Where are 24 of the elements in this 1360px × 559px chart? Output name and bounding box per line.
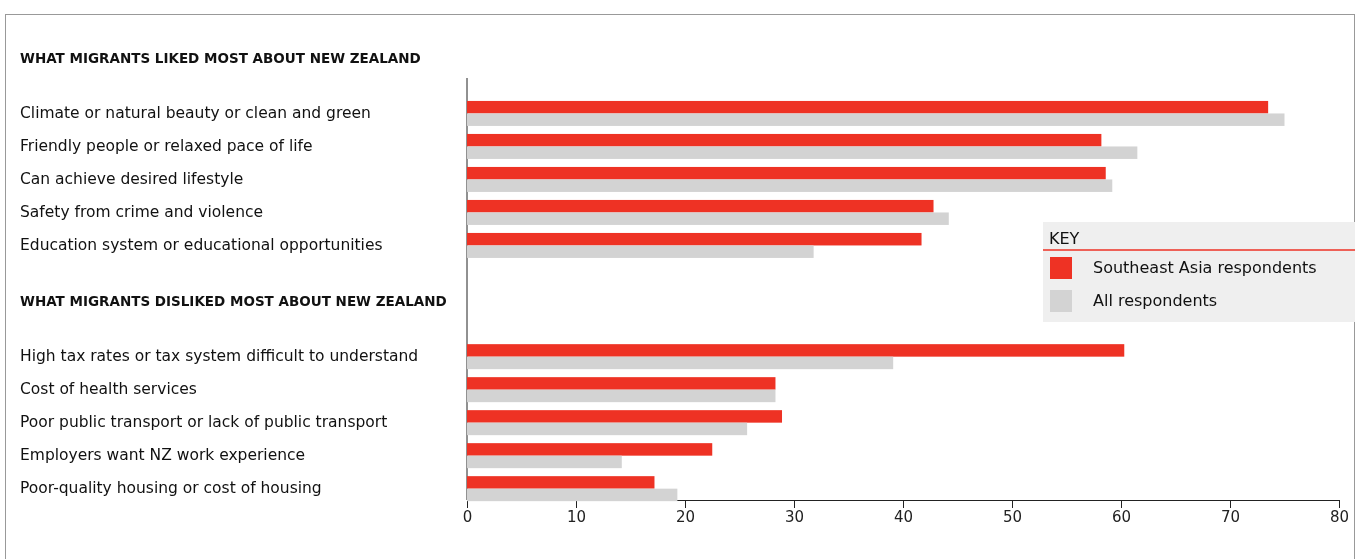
y-tick-label: Friendly people or relaxed pace of life — [20, 136, 313, 155]
y-tick-label: WHAT MIGRANTS LIKED MOST ABOUT NEW ZEALAND — [20, 49, 421, 66]
y-tick-label: Poor public transport or lack of public transport — [20, 413, 388, 432]
x-tick-label: 50 — [1002, 507, 1023, 526]
y-tick-label: Employers want NZ work experience — [20, 446, 306, 465]
x-tick-label: 60 — [1111, 507, 1132, 526]
x-tick-label: 0 — [462, 507, 473, 526]
y-tick-label: Cost of health services — [20, 380, 197, 399]
legend-title: KEY — [1049, 228, 1080, 248]
y-tick-label: Safety from crime and violence — [20, 202, 264, 221]
x-tick-label: 20 — [675, 507, 696, 526]
y-tick-label: Can achieve desired lifestyle — [20, 169, 244, 188]
y-tick-label: Climate or natural beauty or clean and green — [20, 103, 371, 122]
y-tick-label: WHAT MIGRANTS DISLIKED MOST ABOUT NEW ZEALAND — [20, 292, 447, 309]
x-tick-label: 10 — [566, 507, 587, 526]
y-tick-label: Poor-quality housing or cost of housing — [20, 479, 322, 498]
legend-label: All respondents — [1093, 290, 1218, 310]
y-tick-label: Education system or educational opportunities — [20, 235, 383, 254]
x-tick-label: 40 — [893, 507, 914, 526]
x-tick-label: 80 — [1329, 507, 1350, 526]
legend-label: Southeast Asia respondents — [1093, 257, 1317, 277]
x-tick-label: 70 — [1220, 507, 1241, 526]
y-tick-label: High tax rates or tax system difficult to understand — [20, 347, 419, 366]
x-tick-label: 30 — [784, 507, 805, 526]
